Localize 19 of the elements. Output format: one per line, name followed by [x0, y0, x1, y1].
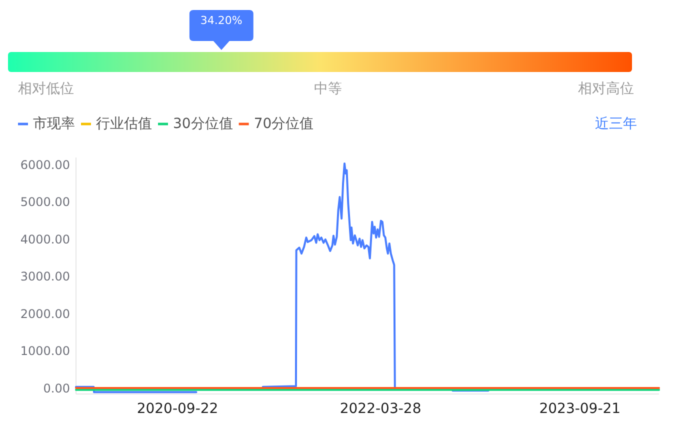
y-tick-label: 3000.00 — [20, 270, 70, 284]
text: 近三年 — [595, 116, 637, 132]
y-tick-label: 1000.00 — [20, 344, 70, 358]
legend-label: 30分位值 — [173, 116, 233, 132]
x-tick-label: 2020-09-22 — [136, 401, 218, 417]
text: 相对高位 — [578, 81, 634, 97]
legend-label: 行业估值 — [96, 116, 152, 132]
y-tick-label: 0.00 — [43, 381, 70, 396]
legend-label: 市现率 — [33, 116, 75, 132]
y-tick-label: 4000.00 — [20, 232, 70, 246]
y-tick-label: 5000.00 — [20, 195, 70, 210]
legend-label: 70分位值 — [254, 116, 314, 132]
y-tick-label: 2000.00 — [20, 306, 70, 321]
data-label: 34.20% — [200, 14, 242, 27]
x-tick-label: 2022-03-28 — [340, 401, 422, 417]
text: 中等 — [314, 81, 342, 97]
x-tick-label: 2023-09-21 — [539, 401, 621, 417]
y-tick-label: 6000.00 — [20, 158, 70, 172]
text: 相对低位 — [18, 81, 74, 97]
